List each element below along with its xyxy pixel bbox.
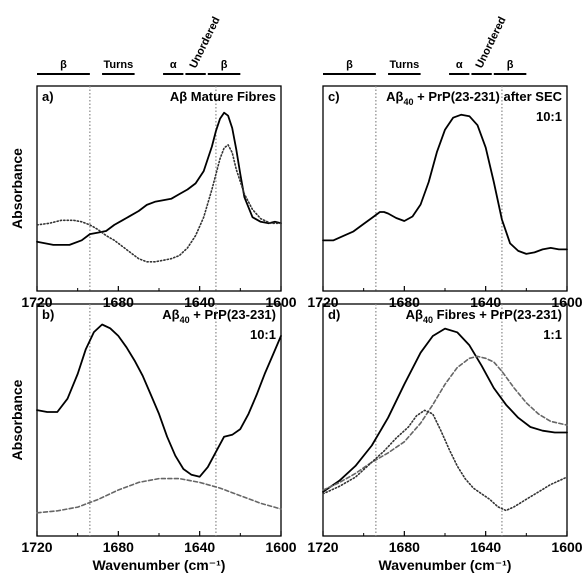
title-tail: + PrP(23-231) xyxy=(190,307,276,322)
ratio-label: 1:1 xyxy=(543,327,562,342)
title-tail: Fibres + PrP(23-231) xyxy=(433,307,562,322)
band-label: Unordered xyxy=(188,15,223,70)
x-tick-label-1680: 1680 xyxy=(389,539,420,555)
series-dashed-line xyxy=(36,477,282,514)
y-axis-title: Absorbance xyxy=(9,379,25,460)
band-label: β xyxy=(346,59,353,71)
panel-title: Aβ40 Fibres + PrP(23-231) xyxy=(406,307,562,325)
panel-label: d) xyxy=(328,307,340,322)
panel-label: a) xyxy=(42,89,54,104)
panel-b: 1720 1680 1640 1600 b) Aβ40 + PrP(23-231) 10:1… xyxy=(9,303,297,573)
title-main: Aβ Mature Fibres xyxy=(170,89,276,104)
band-label: β xyxy=(60,59,67,71)
series-solid-line xyxy=(36,323,282,478)
band-label: β xyxy=(507,59,514,71)
title-tail: + PrP(23-231) after SEC xyxy=(414,89,563,104)
panel-title: Aβ40 + PrP(23-231) xyxy=(162,307,276,325)
plot-frame xyxy=(36,85,282,292)
x-tick-label-1720: 1720 xyxy=(307,294,338,310)
ratio-label: 10:1 xyxy=(250,327,276,342)
x-axis-title: Wavenumber (cm⁻¹) xyxy=(93,557,226,573)
series-dotted-line xyxy=(36,144,282,263)
plot-frame xyxy=(322,85,568,292)
panel-d: 1720 1680 1640 1600 d) Aβ40 Fibres + PrP(23-2… xyxy=(307,303,583,573)
x-tick-label-1640: 1640 xyxy=(470,539,501,555)
panel-label: c) xyxy=(328,89,340,104)
x-tick-label-1680: 1680 xyxy=(103,539,134,555)
y-axis-title: Absorbance xyxy=(9,148,25,229)
plot-frame xyxy=(322,303,568,537)
title-main: Aβ xyxy=(386,89,403,104)
series-dashed-line xyxy=(322,355,568,491)
panel-title: Aβ40 + PrP(23-231) after SEC xyxy=(386,89,562,107)
series-solid-line xyxy=(36,111,282,246)
band-label: Turns xyxy=(103,59,133,71)
x-tick-label-1640: 1640 xyxy=(184,294,215,310)
x-tick-label-1640: 1640 xyxy=(470,294,501,310)
x-tick-label-1600: 1600 xyxy=(551,539,582,555)
panel-a: 1720 1680 1640 1600 a) Aβ Mature Fibres Absorb… xyxy=(9,85,297,310)
band-label: β xyxy=(221,59,228,71)
band-label: Turns xyxy=(389,59,419,71)
x-tick-label-1600: 1600 xyxy=(265,539,296,555)
x-tick-label-1720: 1720 xyxy=(21,294,52,310)
band-label: α xyxy=(170,59,177,71)
title-subscript: 40 xyxy=(423,315,433,325)
title-subscript: 40 xyxy=(404,97,414,107)
ratio-label: 10:1 xyxy=(536,109,562,124)
band-label: α xyxy=(456,59,463,71)
band-label: Unordered xyxy=(474,15,509,70)
x-tick-label-1680: 1680 xyxy=(103,294,134,310)
title-subscript: 40 xyxy=(180,315,190,325)
series-solid-line xyxy=(322,327,568,493)
title-main: Aβ xyxy=(162,307,179,322)
x-tick-label-1720: 1720 xyxy=(307,539,338,555)
x-tick-label-1600: 1600 xyxy=(265,294,296,310)
series-dotted-line xyxy=(322,409,568,512)
x-tick-label-1640: 1640 xyxy=(184,539,215,555)
panel-label: b) xyxy=(42,307,54,322)
x-axis-title: Wavenumber (cm⁻¹) xyxy=(379,557,512,573)
panel-title: Aβ Mature Fibres xyxy=(170,89,276,104)
x-tick-label-1680: 1680 xyxy=(389,294,420,310)
panel-c: 1720 1680 1640 1600 c) Aβ40 + PrP(23-231) aft… xyxy=(307,85,583,310)
x-tick-label-1720: 1720 xyxy=(21,539,52,555)
title-main: Aβ xyxy=(406,307,423,322)
x-tick-label-1600: 1600 xyxy=(551,294,582,310)
series-solid-line xyxy=(322,113,568,255)
